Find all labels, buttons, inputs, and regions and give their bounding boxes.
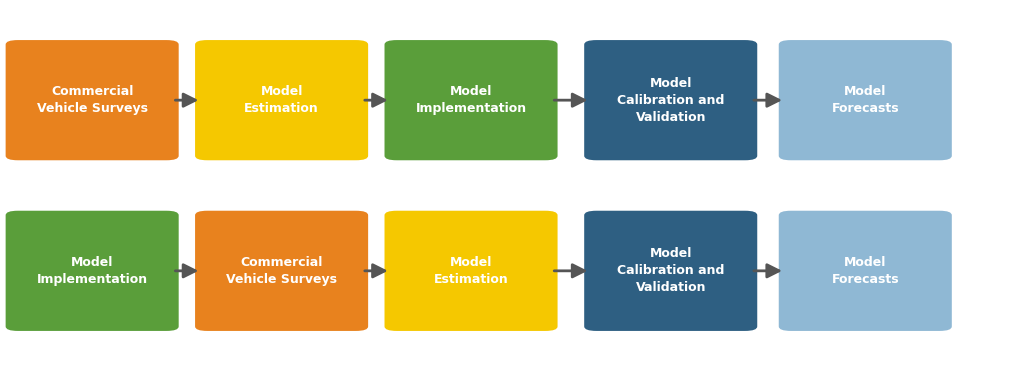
- Text: Model
Calibration and
Validation: Model Calibration and Validation: [617, 77, 724, 124]
- Text: Model
Forecasts: Model Forecasts: [831, 85, 899, 115]
- FancyBboxPatch shape: [778, 211, 952, 331]
- FancyBboxPatch shape: [584, 40, 758, 160]
- FancyBboxPatch shape: [6, 211, 178, 331]
- Text: Model
Implementation: Model Implementation: [416, 85, 526, 115]
- FancyBboxPatch shape: [6, 40, 178, 160]
- Text: Model
Forecasts: Model Forecasts: [831, 256, 899, 286]
- FancyBboxPatch shape: [385, 211, 557, 331]
- FancyBboxPatch shape: [778, 40, 952, 160]
- FancyBboxPatch shape: [385, 40, 557, 160]
- FancyBboxPatch shape: [195, 40, 369, 160]
- Text: Model
Calibration and
Validation: Model Calibration and Validation: [617, 247, 724, 294]
- Text: Model
Estimation: Model Estimation: [434, 256, 508, 286]
- Text: Model
Implementation: Model Implementation: [37, 256, 147, 286]
- Text: Commercial
Vehicle Surveys: Commercial Vehicle Surveys: [226, 256, 337, 286]
- FancyBboxPatch shape: [195, 211, 369, 331]
- Text: Commercial
Vehicle Surveys: Commercial Vehicle Surveys: [37, 85, 147, 115]
- FancyBboxPatch shape: [584, 211, 758, 331]
- Text: Model
Estimation: Model Estimation: [245, 85, 318, 115]
